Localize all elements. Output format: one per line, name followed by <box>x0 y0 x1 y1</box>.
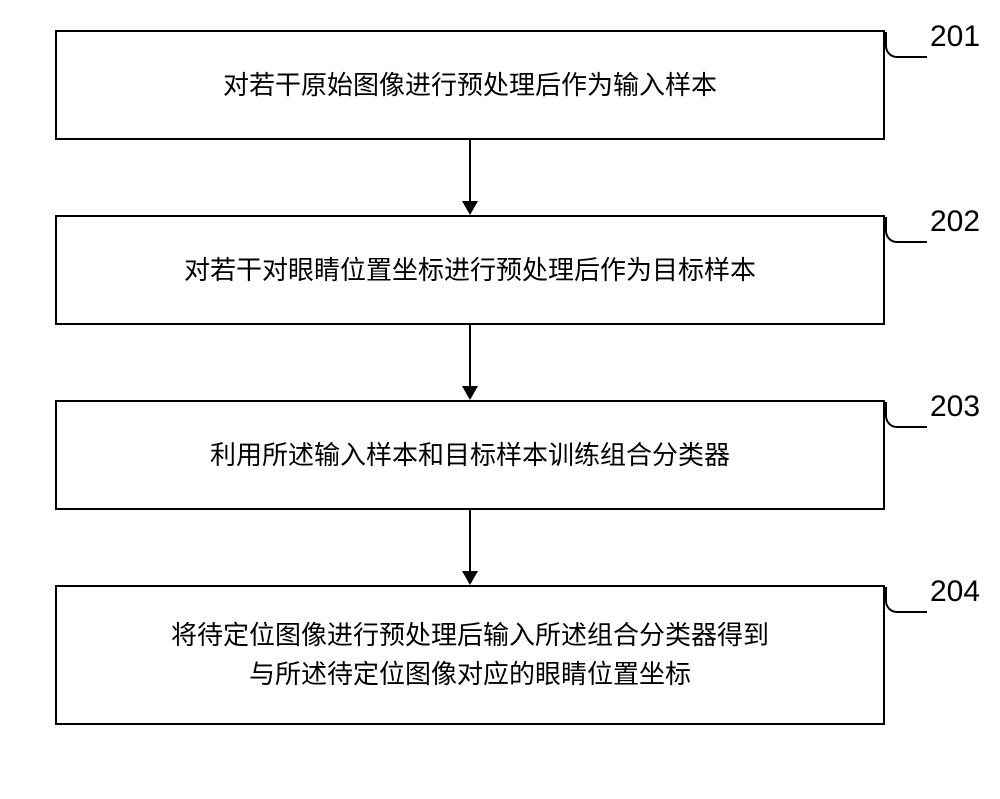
tick-202 <box>885 217 927 243</box>
arrow-line-2 <box>469 325 471 386</box>
step-box-203: 利用所述输入样本和目标样本训练组合分类器 <box>55 400 885 510</box>
step-label-203: 203 <box>930 390 980 424</box>
tick-201 <box>885 32 927 58</box>
step-box-204: 将待定位图像进行预处理后输入所述组合分类器得到 与所述待定位图像对应的眼睛位置坐… <box>55 585 885 725</box>
tick-203 <box>885 402 927 428</box>
tick-204 <box>885 587 927 613</box>
step-label-204: 204 <box>930 575 980 609</box>
step-text-203: 利用所述输入样本和目标样本训练组合分类器 <box>210 436 730 475</box>
arrow-head-1 <box>462 201 478 215</box>
arrow-line-3 <box>469 510 471 571</box>
step-text-202: 对若干对眼睛位置坐标进行预处理后作为目标样本 <box>184 251 756 290</box>
step-box-201: 对若干原始图像进行预处理后作为输入样本 <box>55 30 885 140</box>
step-text-204: 将待定位图像进行预处理后输入所述组合分类器得到 与所述待定位图像对应的眼睛位置坐… <box>171 616 769 694</box>
step-label-202: 202 <box>930 205 980 239</box>
flowchart-canvas: 对若干原始图像进行预处理后作为输入样本 201 对若干对眼睛位置坐标进行预处理后… <box>0 0 1000 799</box>
step-label-201: 201 <box>930 20 980 54</box>
arrow-line-1 <box>469 140 471 201</box>
arrow-head-2 <box>462 386 478 400</box>
arrow-head-3 <box>462 571 478 585</box>
step-box-202: 对若干对眼睛位置坐标进行预处理后作为目标样本 <box>55 215 885 325</box>
step-text-201: 对若干原始图像进行预处理后作为输入样本 <box>223 66 717 105</box>
